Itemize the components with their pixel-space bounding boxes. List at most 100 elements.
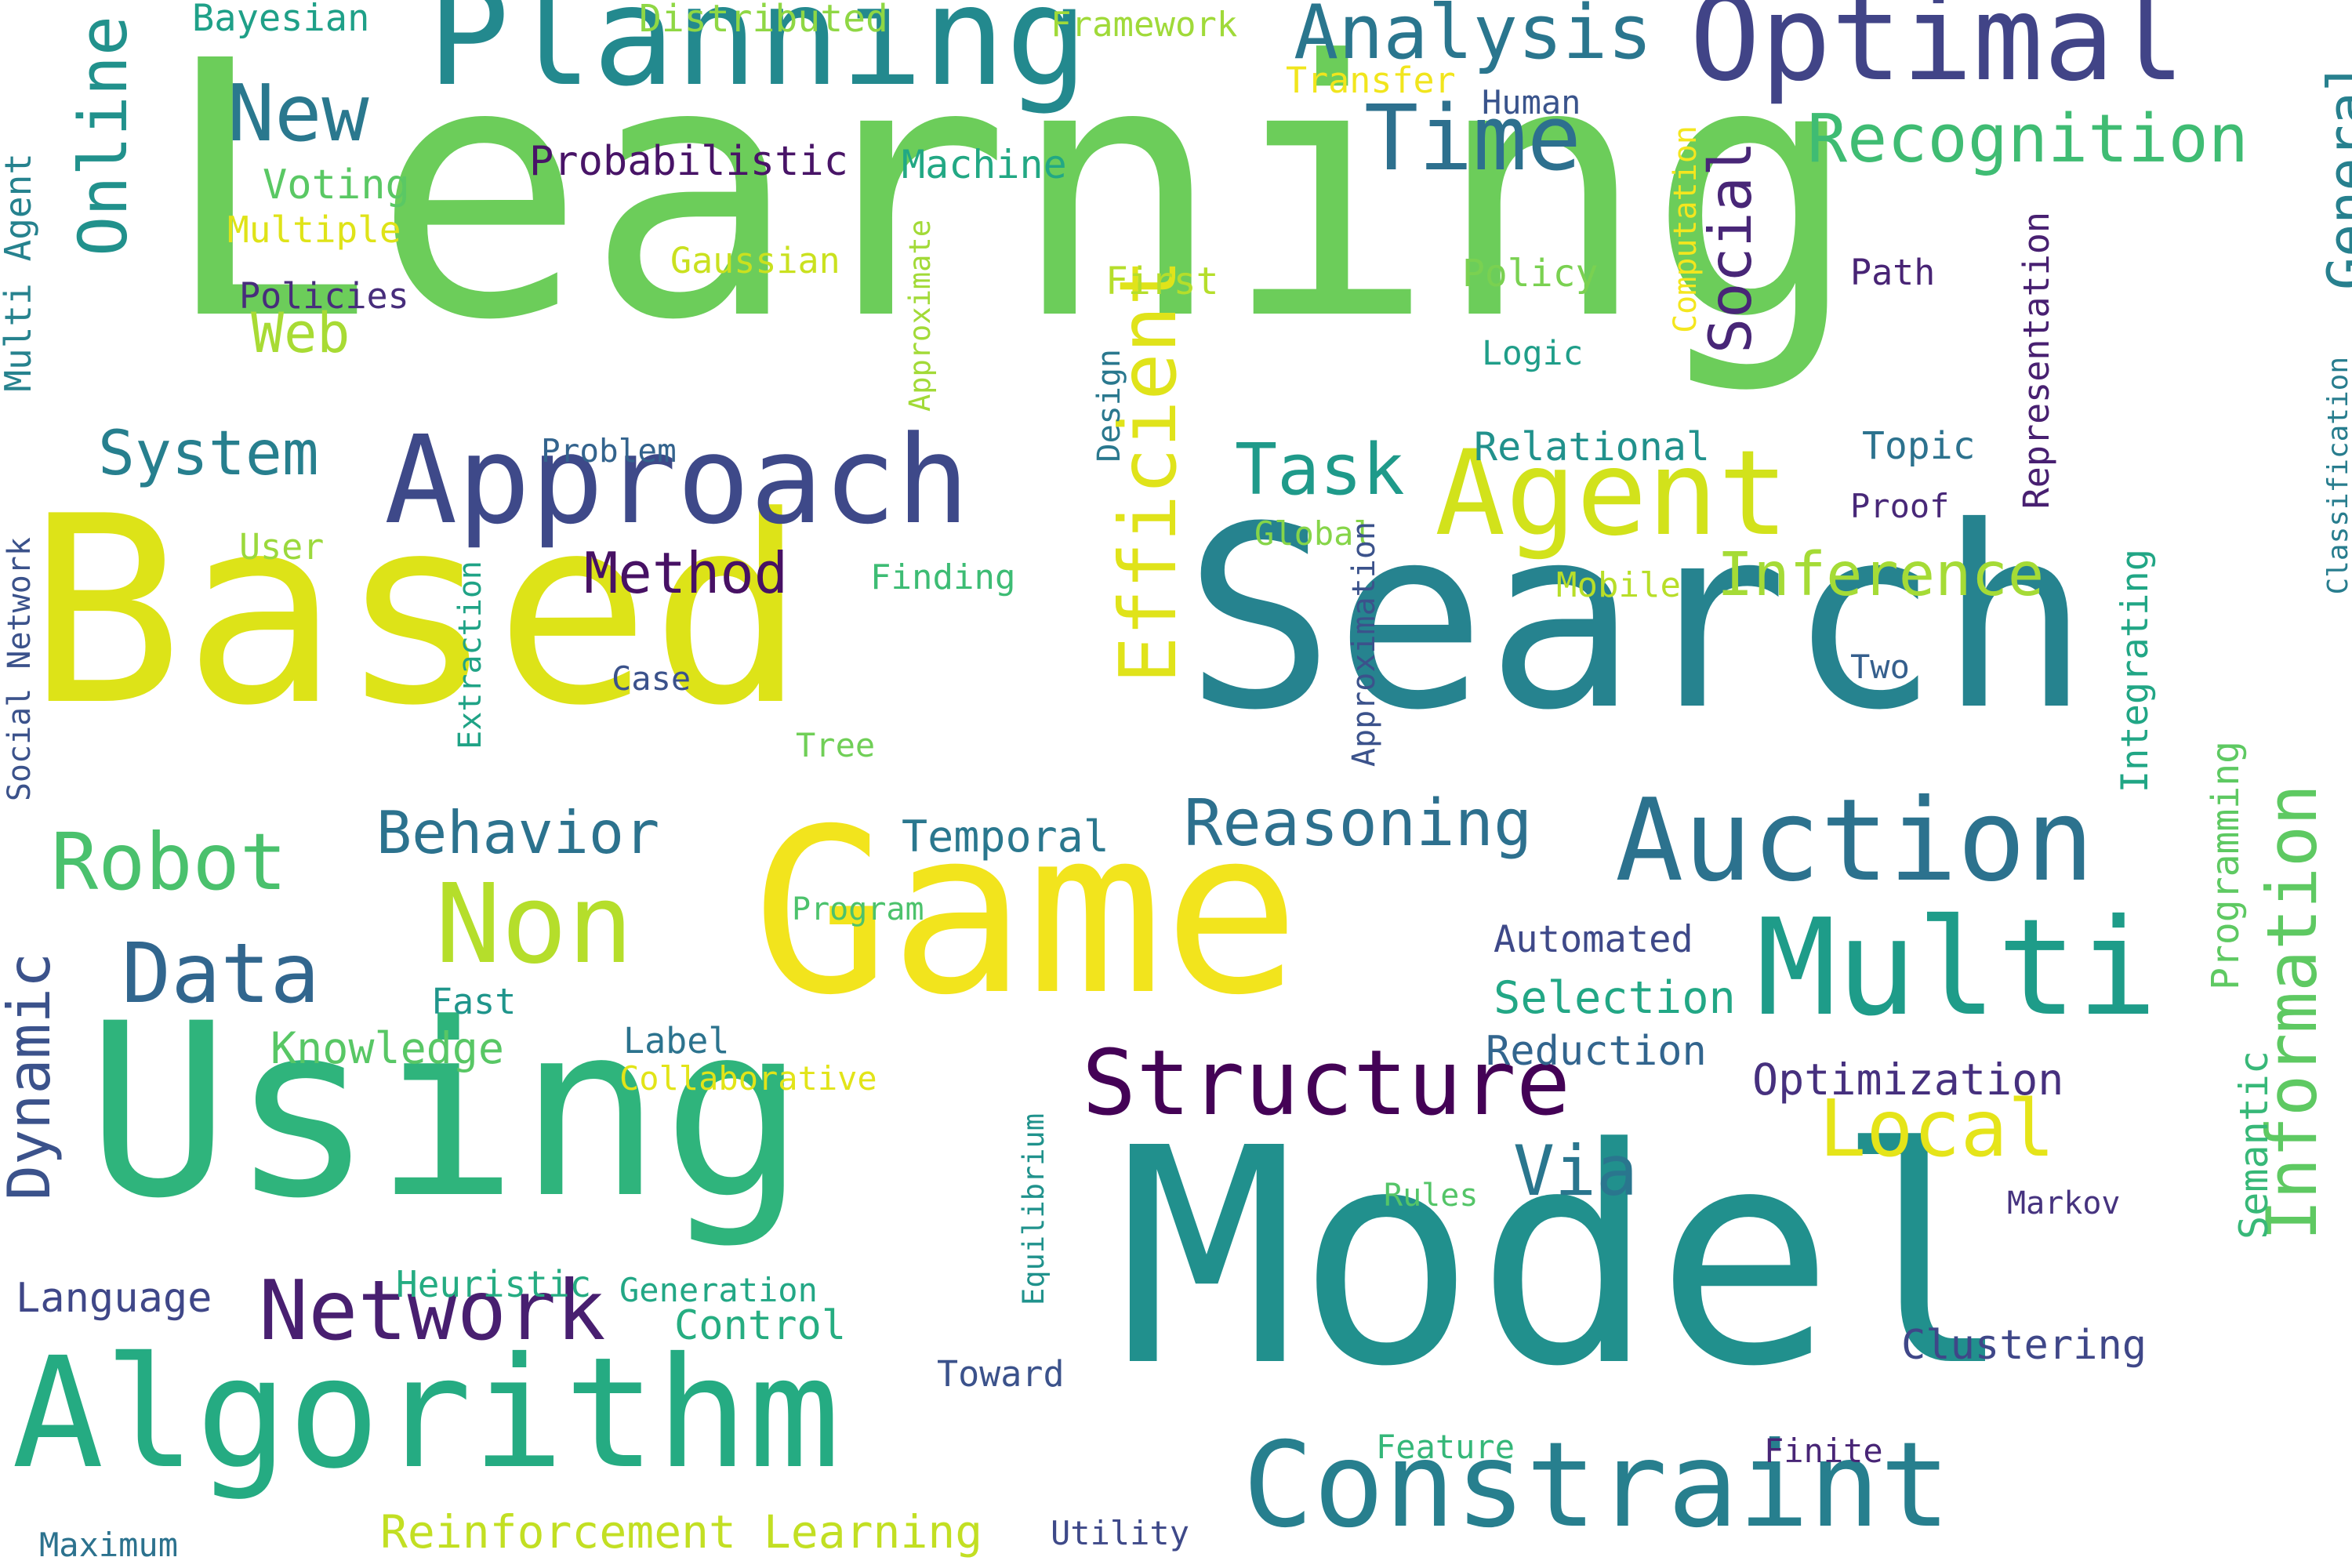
word-based: Based <box>27 461 807 762</box>
word-system: System <box>98 419 319 489</box>
word-collaborative: Collaborative <box>619 1059 877 1098</box>
word-reasoning: Reasoning <box>1184 786 1533 861</box>
word-representation: Representation <box>2016 212 2057 510</box>
word-analysis: Analysis <box>1294 0 1653 76</box>
word-bayesian: Bayesian <box>192 0 370 40</box>
word-transfer: Transfer <box>1286 60 1456 101</box>
word-approach: Approach <box>384 409 970 551</box>
word-time: Time <box>1364 86 1581 191</box>
word-global: Global <box>1254 514 1374 553</box>
word-game: Game <box>753 781 1301 1045</box>
word-multiple: Multiple <box>227 209 401 251</box>
word-temporal: Temporal <box>902 811 1109 862</box>
word-user: User <box>239 526 325 568</box>
word-proof: Proof <box>1850 487 1950 525</box>
word-framework: Framework <box>1051 5 1238 45</box>
word-problem: Problem <box>541 432 677 470</box>
word-search: Search <box>1184 474 2090 765</box>
word-method: Method <box>584 540 789 606</box>
word-human: Human <box>1482 83 1581 122</box>
word-extraction: Extraction <box>452 561 488 750</box>
word-optimal: Optimal <box>1690 0 2186 107</box>
word-task: Task <box>1235 429 1405 511</box>
word-social-network: Social Network <box>2 537 38 802</box>
word-recognition: Recognition <box>1807 100 2249 178</box>
word-fast: Fast <box>431 981 517 1022</box>
word-reinforcement-learning: Reinforcement Learning <box>380 1505 983 1559</box>
word-efficient: Efficient <box>1102 259 1194 684</box>
word-data: Data <box>122 926 320 1022</box>
word-local: Local <box>1819 1083 2056 1174</box>
word-learning: Learning <box>161 0 1860 397</box>
word-non: Non <box>435 861 633 989</box>
word-multi-agent: Multi Agent <box>0 153 39 392</box>
word-robot: Robot <box>51 816 288 908</box>
word-constraint: Constraint <box>1243 1417 1951 1554</box>
word-program: Program <box>792 891 924 927</box>
word-new: New <box>227 67 369 159</box>
word-classification: Classification <box>2322 357 2352 595</box>
word-dynamic: Dynamic <box>0 953 64 1201</box>
word-agent: Agent <box>1435 426 1789 562</box>
word-auction: Auction <box>1615 775 2095 907</box>
word-automated: Automated <box>1494 918 1693 961</box>
word-social: Social <box>1696 141 1765 354</box>
word-programming: Programming <box>2204 741 2248 990</box>
word-voting: Voting <box>263 162 410 209</box>
word-policies: Policies <box>239 275 409 317</box>
word-generation: Generation <box>619 1271 818 1309</box>
word-case: Case <box>612 659 691 698</box>
word-design: Design <box>1091 349 1127 463</box>
word-markov: Markov <box>2007 1185 2121 1221</box>
word-path: Path <box>1850 252 1936 293</box>
word-web: Web <box>251 301 350 365</box>
word-policy: Policy <box>1462 252 1599 296</box>
word-general: General <box>2316 59 2352 291</box>
word-utility: Utility <box>1051 1514 1190 1552</box>
word-machine: Machine <box>902 142 1067 187</box>
word-tree: Tree <box>796 726 876 764</box>
word-control: Control <box>674 1302 847 1349</box>
word-computation: Computation <box>1668 125 1704 333</box>
word-inference: Inference <box>1717 540 2045 610</box>
word-approximate: Approximate <box>903 220 937 412</box>
word-approximation: Approximation <box>1346 521 1382 768</box>
word-online: Online <box>65 16 143 257</box>
word-using: Using <box>86 972 807 1250</box>
word-clustering: Clustering <box>1901 1322 2147 1369</box>
word-relational: Relational <box>1474 424 1711 470</box>
word-planning: Planning <box>427 0 1088 117</box>
word-rules: Rules <box>1384 1178 1479 1214</box>
word-label: Label <box>623 1020 730 1062</box>
word-distributed: Distributed <box>639 0 888 41</box>
word-multi: Multi <box>1756 891 2158 1046</box>
word-algorithm: Algorithm <box>12 1324 840 1502</box>
word-first: First <box>1105 260 1219 303</box>
word-probabilistic: Probabilistic <box>529 138 848 185</box>
word-semantic: Semantic <box>2231 1051 2277 1240</box>
word-via: Via <box>1513 1131 1638 1211</box>
word-selection: Selection <box>1494 972 1736 1024</box>
word-two: Two <box>1850 648 1910 686</box>
word-finite: Finite <box>1764 1432 1883 1470</box>
word-heuristic: Heuristic <box>396 1263 592 1305</box>
word-logic: Logic <box>1482 334 1584 373</box>
word-finding: Finding <box>870 557 1016 597</box>
word-equilibrium: Equilibrium <box>1017 1113 1051 1306</box>
word-feature: Feature <box>1376 1428 1515 1466</box>
word-maximum: Maximum <box>39 1526 179 1564</box>
word-reduction: Reduction <box>1486 1028 1707 1075</box>
word-integrating: Integrating <box>2114 549 2157 793</box>
word-model: Model <box>1117 1084 2014 1432</box>
word-behavior: Behavior <box>376 798 660 867</box>
word-language: Language <box>16 1275 212 1322</box>
word-toward: Toward <box>937 1353 1065 1395</box>
word-network: Network <box>259 1263 606 1359</box>
word-optimization: Optimization <box>1752 1054 2064 1105</box>
word-topic: Topic <box>1862 424 1976 468</box>
word-mobile: Mobile <box>1556 565 1681 605</box>
word-gaussian: Gaussian <box>670 240 840 281</box>
word-structure: Structure <box>1082 1031 1571 1136</box>
word-knowledge: Knowledge <box>270 1023 505 1073</box>
